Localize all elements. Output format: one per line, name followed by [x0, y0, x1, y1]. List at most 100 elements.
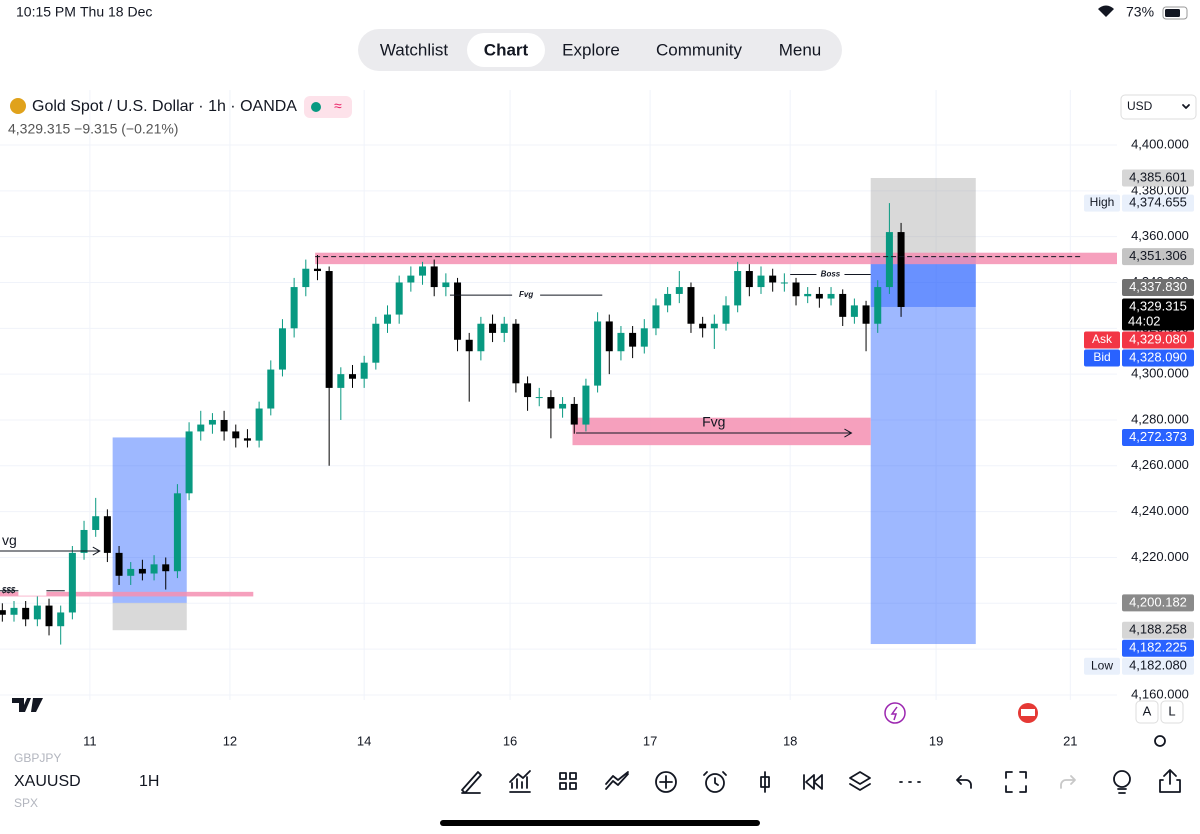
candle-body	[80, 529, 88, 553]
tab[interactable]: Explore	[562, 40, 620, 59]
candle-body	[138, 568, 146, 574]
price-tag: High	[1090, 195, 1115, 209]
interval[interactable]: 1H	[139, 773, 159, 790]
chart-type[interactable]	[760, 771, 770, 793]
alert[interactable]	[705, 773, 725, 793]
price-badge	[1122, 657, 1194, 675]
price-tag: Ask	[1092, 332, 1113, 346]
tab[interactable]: Menu	[779, 40, 822, 59]
y-tick-label: 4,280.000	[1131, 411, 1189, 426]
y-tick-label: 4,220.000	[1131, 549, 1189, 564]
countdown: 44:02	[1128, 313, 1161, 328]
candle-body	[792, 282, 800, 297]
candle-body	[430, 266, 438, 288]
price-tag: Bid	[1093, 350, 1110, 364]
price-badge	[1122, 594, 1194, 612]
candle-body	[337, 374, 345, 388]
annotation-label: Fvg	[702, 414, 725, 430]
candle-body	[839, 293, 847, 317]
candle-body	[827, 293, 835, 299]
delay-icon: ≈	[334, 98, 342, 114]
candle-body	[769, 275, 777, 283]
auto-scale-button[interactable]	[1135, 700, 1159, 724]
candle-body	[127, 568, 135, 576]
price-badge-label: 4,188.258	[1129, 622, 1187, 637]
status-date: Thu 18 Dec	[80, 4, 152, 20]
candle-body	[757, 275, 765, 288]
y-tick-label: 4,300.000	[1131, 366, 1189, 381]
candle-body	[220, 419, 228, 432]
candle-body	[605, 321, 613, 352]
draw-tool[interactable]	[461, 771, 482, 794]
candle-body	[162, 564, 170, 572]
candle-body	[243, 438, 251, 441]
next-symbol[interactable]: SPX	[14, 796, 38, 810]
settings-icon[interactable]	[1154, 735, 1166, 747]
y-tick-label: 4,160.000	[1131, 686, 1189, 701]
candle-body	[150, 564, 158, 574]
y-tick-label: 4,360.000	[1131, 228, 1189, 243]
candle-body	[115, 552, 123, 576]
x-tick-label: 17	[643, 733, 657, 748]
fullscreen[interactable]	[1005, 771, 1027, 793]
x-tick-label: 16	[503, 733, 517, 748]
annotation-label: Fvg	[519, 290, 533, 299]
layouts[interactable]	[559, 772, 577, 790]
market-open-dot	[311, 102, 321, 112]
price-badge-label: 4,329.315	[1129, 298, 1187, 313]
active-tab	[467, 33, 545, 67]
candle-body	[465, 339, 473, 352]
candle-body	[897, 232, 905, 307]
y-tick-label: 4,400.000	[1131, 136, 1189, 151]
zone	[572, 417, 871, 446]
currency-select[interactable]	[1120, 94, 1197, 120]
tab[interactable]: Community	[656, 40, 742, 59]
candle-body	[629, 332, 637, 347]
candle-body	[325, 271, 333, 388]
event-icon[interactable]	[884, 702, 906, 724]
tab[interactable]: Watchlist	[380, 40, 449, 59]
candle-body	[850, 305, 858, 317]
indicators[interactable]	[509, 770, 531, 793]
add-plus	[659, 775, 673, 789]
symbol[interactable]: XAUUSD	[14, 773, 81, 790]
x-tick-label: 14	[357, 733, 371, 748]
candle-body	[722, 305, 730, 324]
status-badge[interactable]	[304, 96, 352, 118]
prev-symbol[interactable]: GBPJPY	[14, 751, 61, 765]
candle-body	[92, 516, 100, 530]
candle-body	[302, 268, 310, 288]
redo	[1060, 775, 1076, 789]
candle-body	[594, 321, 602, 386]
candle-body	[232, 431, 240, 439]
price-badge-label: 4,329.080	[1129, 331, 1187, 346]
add[interactable]	[655, 771, 677, 793]
symbol-title[interactable]: Gold Spot / U.S. Dollar · 1h · OANDA	[32, 98, 297, 115]
price-badge	[1122, 194, 1194, 212]
candle-body	[290, 287, 298, 329]
price-badge	[1122, 349, 1194, 367]
x-tick-label: 18	[783, 733, 797, 748]
price-badge	[1122, 621, 1194, 639]
x-tick-label: 11	[83, 733, 97, 748]
replay[interactable]	[803, 774, 823, 790]
log-scale-button[interactable]	[1160, 700, 1184, 724]
candle-body	[710, 323, 718, 329]
price-badge	[1122, 639, 1194, 657]
candle-body	[185, 431, 193, 494]
price-badge	[1122, 169, 1194, 187]
tab[interactable]: Chart	[484, 40, 529, 59]
share[interactable]	[1159, 769, 1181, 793]
candle-body	[419, 266, 427, 276]
candle-body	[862, 305, 870, 324]
price-badge-label: 4,374.655	[1129, 195, 1187, 210]
candle-body	[885, 232, 893, 288]
auto-scale-label: A	[1143, 703, 1152, 718]
candle-body	[348, 374, 356, 379]
objects[interactable]	[849, 771, 871, 791]
price-badge	[1122, 248, 1194, 266]
undo[interactable]	[956, 775, 972, 789]
compare[interactable]	[605, 771, 629, 790]
y-tick-label: 4,240.000	[1131, 503, 1189, 518]
ideas[interactable]	[1113, 770, 1131, 788]
